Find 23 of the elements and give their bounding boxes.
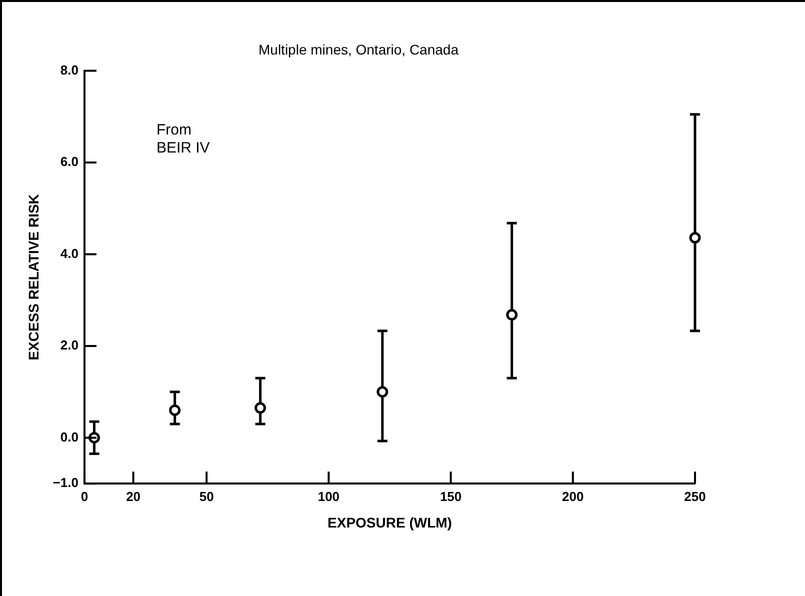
x-axis-title: EXPOSURE (WLM) — [328, 514, 452, 530]
x-tick-label: 100 — [318, 488, 340, 504]
chart-title: Multiple mines, Ontario, Canada — [258, 41, 459, 58]
x-tick-label: 50 — [199, 488, 214, 504]
y-tick-label: 2.0 — [60, 338, 78, 353]
x-tick-label: 150 — [440, 488, 462, 504]
y-tick-label: 6.0 — [60, 154, 78, 170]
point — [506, 309, 518, 321]
x-tick-label: 20 — [126, 488, 141, 504]
y-tick-label: 8.0 — [60, 62, 78, 78]
annotation: From BEIR IV — [156, 121, 210, 156]
x-tick-label: 0 — [80, 488, 88, 504]
x-tick-label: 200 — [562, 488, 584, 504]
y-tick-label: −1.0 — [52, 475, 78, 490]
y-tick-label: 4.0 — [60, 246, 78, 261]
point — [88, 432, 100, 444]
point — [254, 402, 266, 414]
point — [689, 232, 701, 244]
point — [376, 386, 388, 398]
point — [169, 404, 181, 416]
y-tick-label: 0.0 — [60, 429, 78, 444]
y-axis-title: EXCESS RELATIVE RISK — [25, 194, 42, 360]
x-tick-label: 250 — [684, 488, 706, 504]
